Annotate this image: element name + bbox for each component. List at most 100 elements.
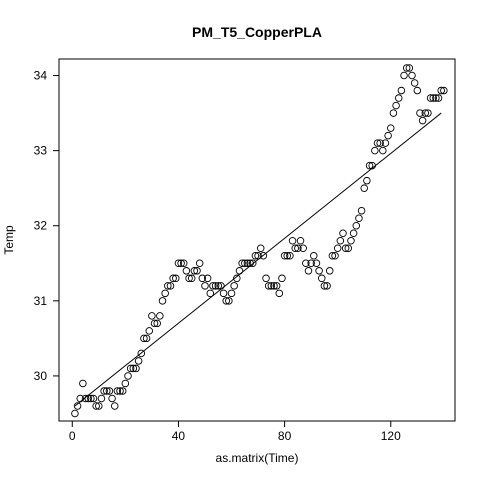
- data-point: [172, 274, 180, 283]
- plot-frame: [58, 58, 456, 422]
- data-point: [145, 327, 153, 335]
- data-point: [402, 64, 411, 72]
- data-point: [182, 267, 191, 275]
- data-points: [71, 64, 448, 418]
- data-point: [288, 237, 297, 245]
- chart-title: PM_T5_CopperPLA: [192, 24, 322, 40]
- data-point: [299, 244, 307, 253]
- y-axis-label: Temp: [2, 225, 16, 255]
- y-axis: 30 31 32 33 34: [34, 69, 59, 383]
- data-point: [129, 364, 138, 373]
- data-point: [264, 282, 273, 290]
- data-point: [394, 94, 403, 102]
- data-point: [249, 259, 257, 268]
- data-point: [161, 289, 169, 298]
- data-point: [190, 267, 199, 275]
- data-point: [379, 146, 387, 155]
- data-point: [368, 161, 376, 170]
- data-point: [254, 252, 262, 260]
- data-point: [76, 394, 84, 403]
- data-point: [140, 334, 148, 343]
- data-point: [328, 252, 337, 260]
- data-point: [434, 94, 443, 102]
- data-point: [275, 289, 284, 298]
- x-tick-label: 80: [278, 429, 292, 443]
- x-axis-label: as.matrix(Time): [216, 451, 299, 465]
- data-point: [235, 267, 244, 275]
- data-point: [158, 297, 167, 305]
- data-point: [429, 94, 437, 102]
- data-point: [323, 282, 331, 290]
- data-point: [410, 79, 419, 87]
- data-point: [426, 94, 435, 102]
- data-point: [89, 394, 98, 403]
- data-point: [376, 139, 384, 147]
- data-point: [357, 206, 366, 215]
- data-point: [156, 312, 164, 320]
- data-point: [179, 259, 188, 268]
- data-point: [153, 319, 161, 328]
- data-point: [318, 274, 326, 283]
- data-point: [278, 274, 286, 283]
- data-point: [230, 282, 238, 290]
- data-point: [71, 409, 79, 418]
- data-point: [400, 71, 408, 80]
- data-point: [416, 109, 424, 117]
- data-point: [352, 221, 361, 230]
- data-point: [87, 394, 95, 403]
- data-point: [195, 259, 204, 268]
- data-point: [148, 312, 156, 320]
- data-point: [307, 259, 315, 268]
- data-point: [262, 274, 270, 283]
- data-point: [384, 131, 392, 140]
- data-point: [201, 282, 209, 290]
- data-point: [132, 364, 140, 373]
- data-point: [347, 237, 355, 245]
- y-tick-label: 33: [34, 144, 48, 158]
- data-point: [413, 86, 422, 95]
- data-point: [177, 259, 185, 268]
- y-tick-label: 31: [34, 294, 48, 308]
- data-point: [166, 282, 175, 290]
- x-axis: 0 40 80 120: [69, 421, 401, 443]
- data-point: [84, 394, 92, 403]
- data-point: [211, 282, 220, 290]
- data-point: [432, 94, 440, 102]
- data-point: [302, 259, 310, 268]
- data-point: [283, 252, 292, 260]
- data-point: [408, 71, 416, 80]
- data-point: [320, 282, 329, 290]
- y-tick-label: 34: [34, 69, 48, 83]
- data-point: [73, 402, 82, 410]
- data-point: [97, 394, 106, 403]
- data-point: [304, 267, 313, 275]
- data-point: [315, 267, 323, 275]
- data-point: [360, 184, 368, 192]
- data-point: [349, 229, 358, 237]
- data-point: [108, 394, 116, 403]
- data-point: [113, 387, 122, 395]
- data-point: [280, 252, 289, 260]
- data-point: [110, 402, 119, 410]
- data-point: [217, 282, 225, 290]
- trend-line: [74, 112, 442, 407]
- data-point: [187, 274, 196, 283]
- data-point: [341, 244, 350, 253]
- data-point: [418, 116, 427, 125]
- data-point: [270, 282, 278, 290]
- data-point: [169, 274, 177, 283]
- data-point: [116, 387, 124, 395]
- data-point: [355, 214, 363, 222]
- data-point: [92, 402, 100, 410]
- data-point: [137, 349, 146, 358]
- data-point: [238, 259, 246, 268]
- data-point: [256, 244, 265, 253]
- data-point: [310, 252, 318, 260]
- y-tick-label: 30: [34, 369, 48, 383]
- data-point: [124, 372, 132, 380]
- data-point: [227, 289, 236, 298]
- data-point: [206, 289, 215, 298]
- data-point: [392, 101, 400, 110]
- data-point: [225, 297, 233, 305]
- data-point: [296, 237, 305, 245]
